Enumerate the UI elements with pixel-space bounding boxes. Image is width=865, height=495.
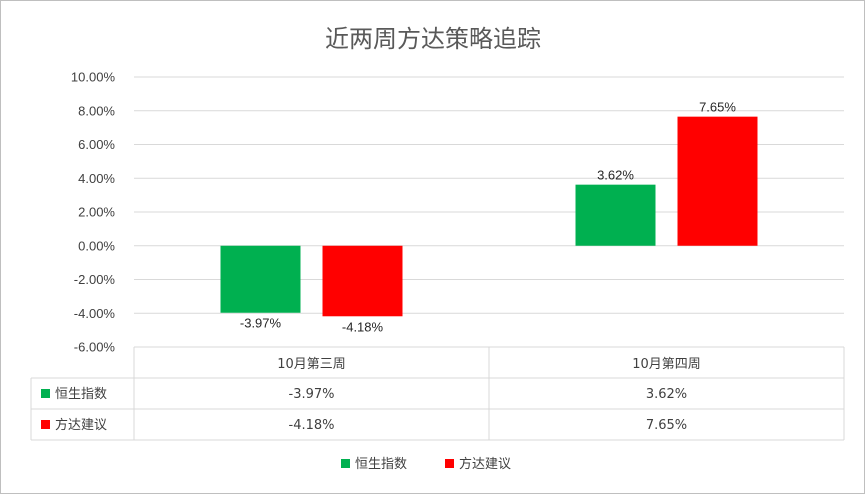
y-tick-label: 10.00% bbox=[71, 70, 116, 85]
y-tick-label: -4.00% bbox=[74, 306, 116, 321]
legend: 恒生指数 方达建议 bbox=[341, 456, 511, 472]
bars bbox=[220, 116, 758, 317]
bar bbox=[677, 116, 758, 246]
table-header-cell: 10月第四周 bbox=[632, 357, 701, 372]
y-axis-tick-labels: -6.00% -4.00% -2.00% 0.00% 2.00% 4.00% 6.00% 8.… bbox=[71, 70, 116, 355]
y-tick-label: 2.00% bbox=[78, 205, 115, 220]
data-label: -3.97% bbox=[240, 316, 282, 331]
table-cell: -4.18% bbox=[289, 418, 335, 433]
table-row-label: 方达建议 bbox=[55, 417, 107, 433]
table-row-label: 恒生指数 bbox=[55, 387, 107, 402]
legend-label: 方达建议 bbox=[459, 456, 511, 472]
chart-title: 近两周方达策略追踪 bbox=[325, 25, 541, 53]
y-tick-label: -6.00% bbox=[74, 340, 116, 355]
legend-label: 恒生指数 bbox=[355, 457, 407, 472]
y-tick-label: 6.00% bbox=[78, 137, 115, 152]
bar bbox=[575, 184, 656, 246]
legend-swatch bbox=[445, 459, 454, 468]
legend-key bbox=[41, 389, 50, 398]
data-label: 3.62% bbox=[597, 168, 634, 183]
table-header-cell: 10月第三周 bbox=[277, 357, 346, 372]
bar bbox=[322, 245, 403, 317]
y-tick-label: -2.00% bbox=[74, 272, 116, 287]
legend-swatch bbox=[341, 459, 350, 468]
y-tick-label: 4.00% bbox=[78, 171, 115, 186]
legend-key bbox=[41, 420, 50, 429]
data-label: 7.65% bbox=[699, 100, 736, 115]
table-cell: 3.62% bbox=[646, 387, 687, 402]
data-label: -4.18% bbox=[342, 319, 384, 334]
table-cell: 7.65% bbox=[646, 418, 687, 433]
data-labels: -3.97% -4.18% 3.62% 7.65% bbox=[240, 100, 736, 335]
y-tick-label: 8.00% bbox=[78, 103, 115, 118]
y-tick-label: 0.00% bbox=[78, 238, 115, 253]
bar bbox=[220, 245, 301, 313]
table-cell: -3.97% bbox=[289, 387, 335, 402]
